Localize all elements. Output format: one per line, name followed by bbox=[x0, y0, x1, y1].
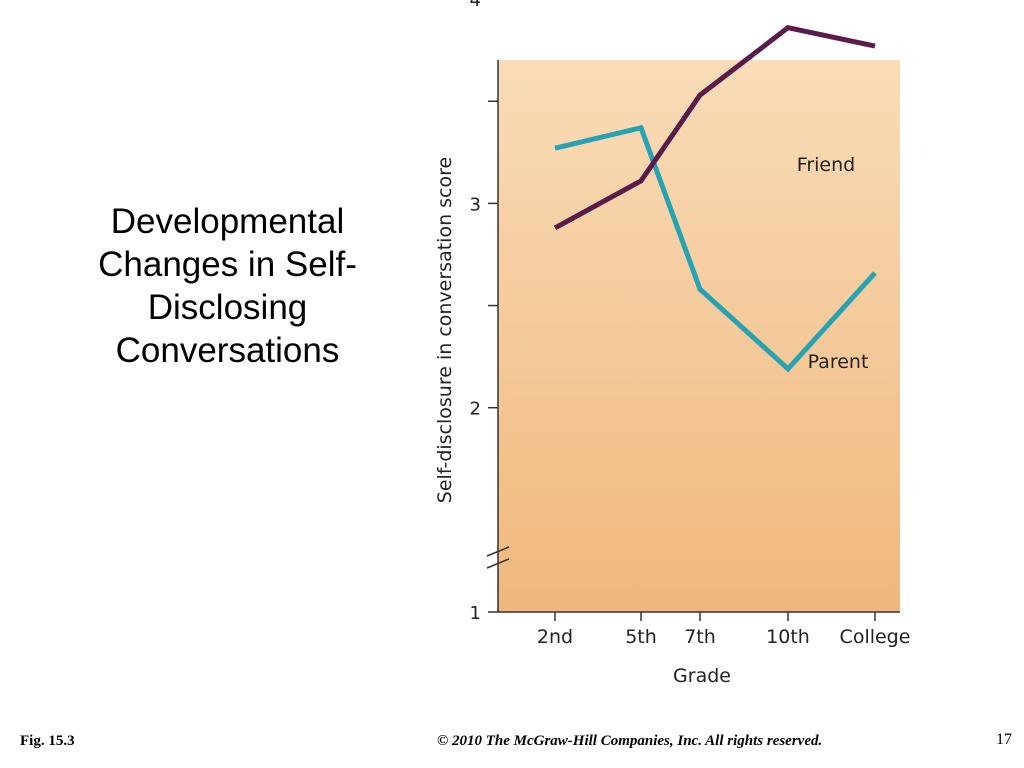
series-label-parent: Parent bbox=[808, 351, 869, 373]
x-tick-label: 10th bbox=[766, 626, 810, 648]
figure-label: Fig. 15.3 bbox=[20, 733, 75, 749]
title-line: Developmental bbox=[110, 202, 345, 241]
y-tick-label: 1 bbox=[470, 603, 481, 624]
y-tick-label: 2 bbox=[470, 399, 481, 420]
axis-break bbox=[486, 546, 510, 569]
title-line: Conversations bbox=[115, 331, 340, 370]
plot-area bbox=[498, 60, 900, 612]
series-line-friend bbox=[553, 25, 876, 231]
x-axis-label: Grade bbox=[673, 665, 731, 687]
title-line: Disclosing bbox=[147, 288, 308, 327]
x-tick-label: College bbox=[840, 626, 911, 648]
x-tick-label: 5th bbox=[625, 626, 657, 648]
page-number: 17 bbox=[996, 731, 1012, 748]
series-label-friend: Friend bbox=[797, 154, 855, 176]
y-axis-label: Self-disclosure in conversation score bbox=[434, 157, 456, 503]
title-line: Changes in Self- bbox=[98, 245, 357, 284]
x-tick-label: 7th bbox=[684, 626, 716, 648]
copyright-notice: © 2010 The McGraw-Hill Companies, Inc. A… bbox=[437, 733, 823, 749]
slide-title: Developmental Changes in Self- Disclosin… bbox=[60, 200, 395, 372]
series-line-parent bbox=[554, 124, 877, 373]
x-tick-label: 2nd bbox=[537, 626, 573, 648]
y-tick-label: 4 bbox=[470, 0, 481, 11]
y-tick-label: 3 bbox=[470, 194, 481, 215]
